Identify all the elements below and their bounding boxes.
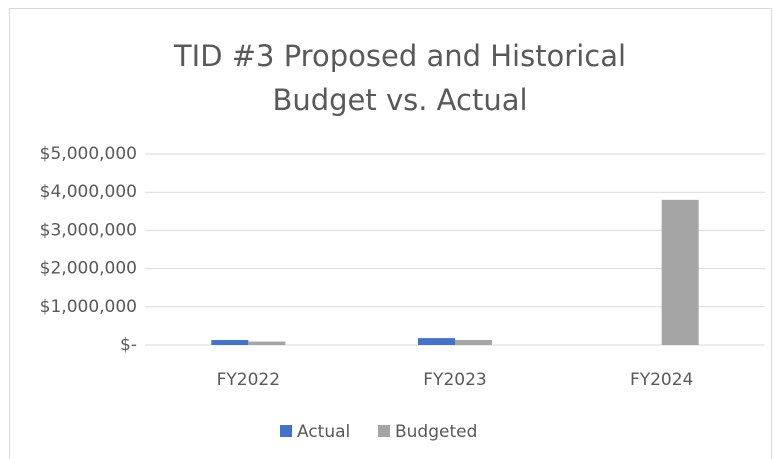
legend-swatch	[378, 425, 390, 437]
legend-label: Actual	[297, 422, 350, 442]
legend-label: Budgeted	[395, 422, 477, 442]
bar	[661, 199, 699, 345]
chart-title: TID #3 Proposed and Historical Budget vs…	[173, 39, 627, 117]
bar	[248, 341, 286, 345]
y-tick-label: $2,000,000	[40, 259, 137, 279]
bar	[455, 340, 492, 345]
y-tick-label: $1,000,000	[40, 297, 137, 317]
x-tick-label: FY2023	[423, 370, 486, 390]
y-tick-label: $4,000,000	[40, 182, 137, 202]
bar	[418, 338, 455, 345]
y-tick-label: $5,000,000	[40, 144, 137, 164]
legend-swatch	[280, 425, 292, 437]
chart-border	[9, 8, 772, 459]
x-tick-label: FY2022	[217, 370, 280, 390]
x-tick-label: FY2024	[630, 370, 693, 390]
y-tick-label: $-	[120, 335, 137, 355]
y-tick-label: $3,000,000	[40, 220, 137, 240]
bar	[211, 340, 249, 345]
